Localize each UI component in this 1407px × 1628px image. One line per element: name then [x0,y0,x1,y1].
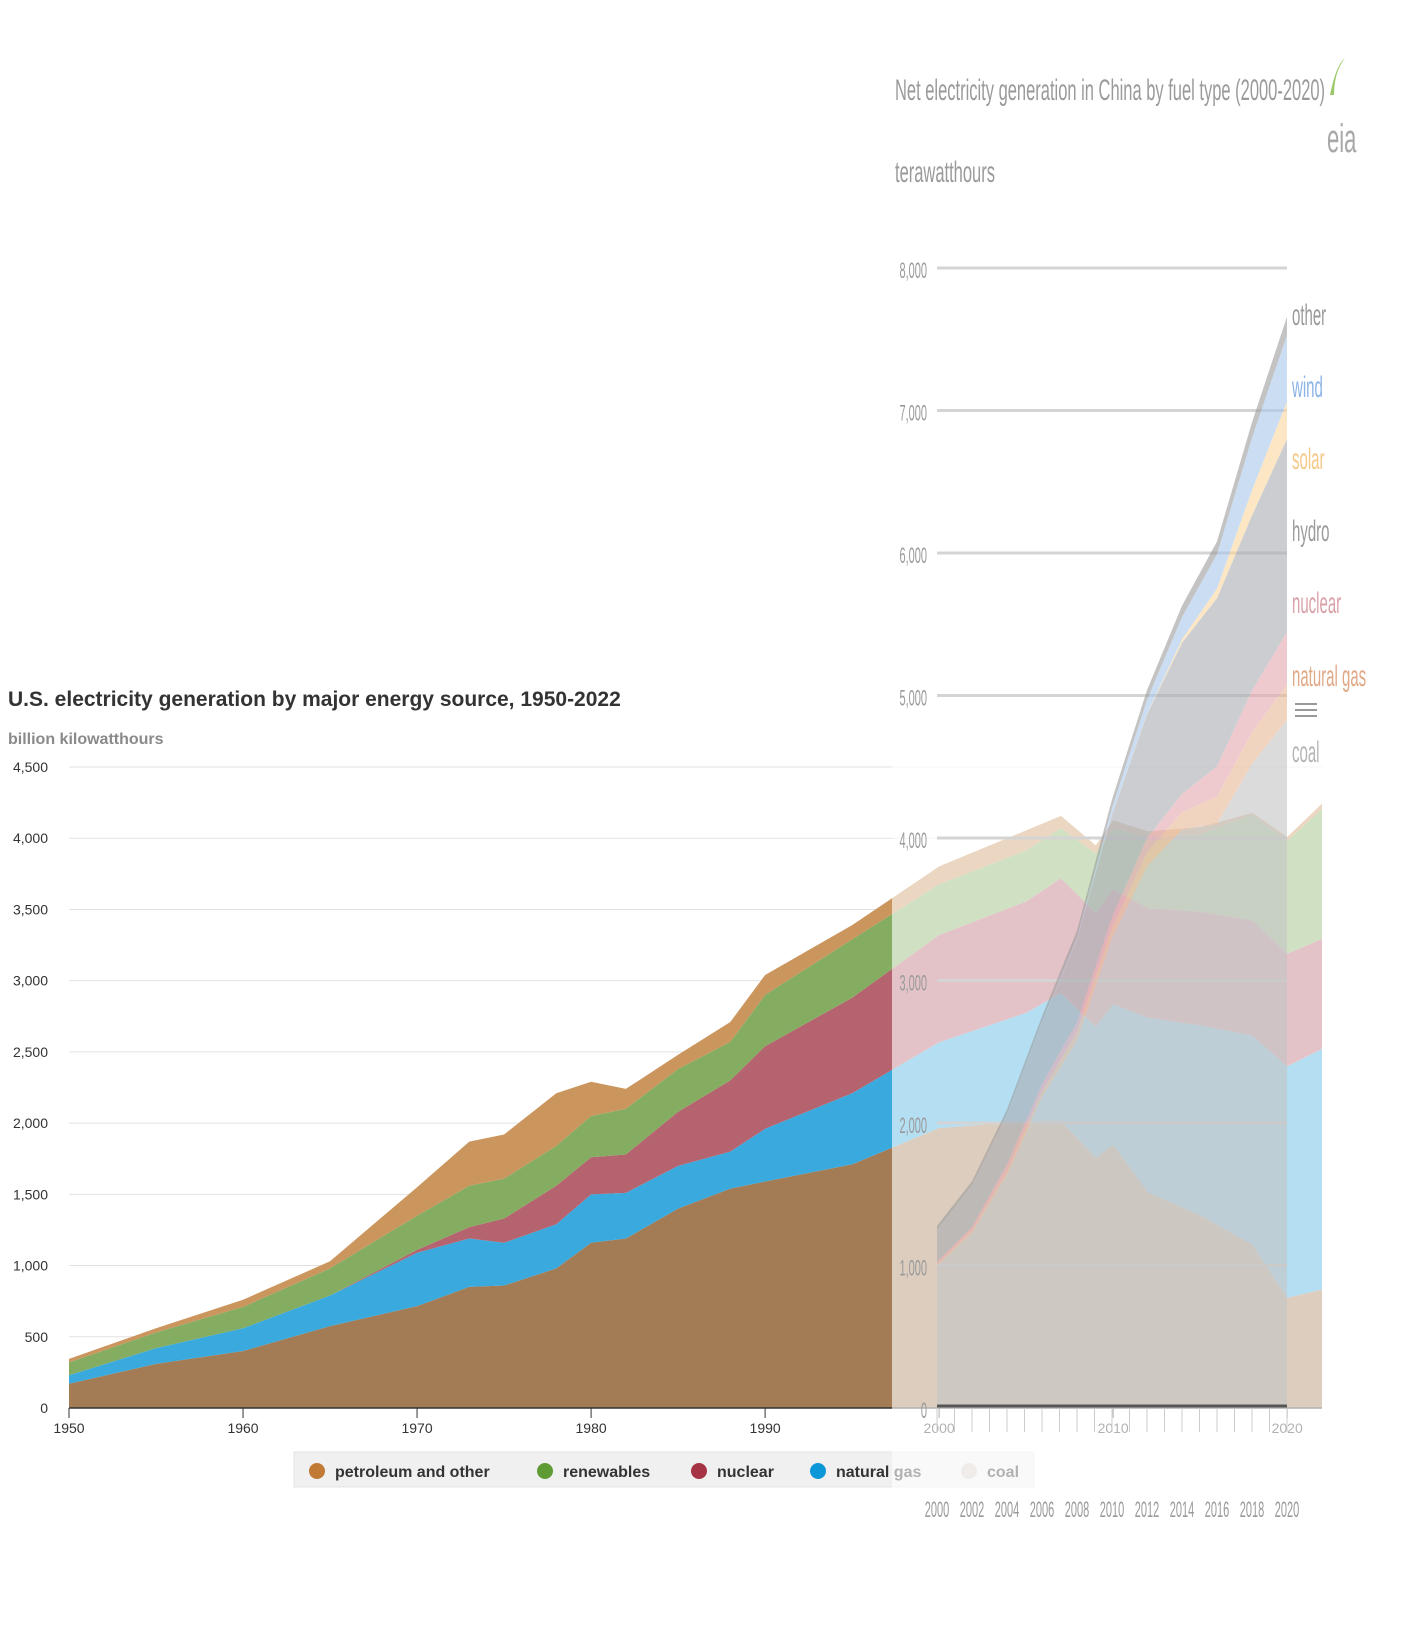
china-series-label: wind [1291,372,1322,405]
us-x-tick-label: 1970 [401,1420,432,1436]
china-chart-title: Net electricity generation in China by f… [895,74,1325,107]
china-y-tick-label: 3,000 [899,970,927,995]
china-y-tick-label: 4,000 [899,828,927,853]
china-x-tick-label: 2000 [925,1497,949,1522]
us-chart-title: U.S. electricity generation by major ene… [8,688,621,711]
china-x-tick-label: 2004 [995,1497,1020,1522]
china-x-tick-label: 2008 [1065,1497,1089,1522]
legend-label: petroleum and other [335,1464,490,1481]
china-area-nuclear [937,631,1287,1265]
eia-logo: eia [1327,58,1356,161]
legend-marker-icon [691,1463,707,1479]
china-series-label: hydro [1292,516,1330,549]
china-y-tick-label: 6,000 [899,543,927,568]
us-y-tick-label: 1,500 [13,1186,48,1202]
us-area-petroleum-and-other [69,803,1322,1363]
us-area-renewables [69,808,1322,1376]
legend-item-nuclear[interactable]: nuclear [691,1463,774,1481]
china-series-label: nuclear [1292,588,1341,621]
us-x-tick-label: 1950 [53,1420,84,1436]
china-x-tick-label: 2010 [1100,1497,1124,1522]
china-y-tick-label: 1,000 [899,1255,927,1280]
china-x-ticks: 2000 2002 2004 2006 2008 2010 2012 2014 2016 2018… [925,1404,1299,1522]
china-y-tick-label: 5,000 [899,685,927,710]
china-x-tick-label: 2020 [1275,1497,1299,1522]
us-y-tick-label: 0 [40,1400,48,1416]
china-y-tick-label: 8,000 [899,258,927,283]
china-x-tick-label: 2012 [1135,1497,1159,1522]
us-y-ticks: 0 500 1,000 1,500 2,000 2,500 3,000 3,500 4,000 4… [13,759,48,1416]
us-chart-subtitle: billion kilowatthours [8,731,164,748]
china-area-series [937,316,1287,1408]
china-chart: Net electricity generation in China by f… [895,58,1366,1522]
legend-marker-icon [537,1463,553,1479]
china-x-tick-label: 2016 [1205,1497,1229,1522]
us-y-tick-label: 1,000 [13,1258,48,1274]
us-y-tick-label: 4,500 [13,759,48,775]
legend-label: renewables [563,1464,650,1481]
china-series-label: natural gas [1292,661,1366,694]
us-y-tick-label: 3,000 [13,973,48,989]
us-y-tick-label: 2,500 [13,1044,48,1060]
china-area-hydro [937,438,1287,1262]
legend-label: nuclear [717,1464,774,1481]
us-x-tick-label: 1990 [750,1420,781,1436]
us-y-tick-label: 2,000 [13,1115,48,1131]
legend-marker-icon [309,1463,325,1479]
china-series-labels: other wind solar hydro nuclear natural gas coa… [1291,300,1366,770]
china-x-tick-label: 2002 [960,1497,984,1522]
us-x-tick-label: 1980 [576,1420,607,1436]
china-menu-icon[interactable] [1295,703,1317,717]
legend-item-petroleum-and-other[interactable]: petroleum and other [309,1463,490,1481]
us-y-tick-label: 4,000 [13,830,48,846]
us-y-tick-label: 3,500 [13,901,48,917]
china-y-tick-label: 7,000 [899,400,927,425]
china-area-coal [937,719,1287,1408]
china-x-tick-label: 2014 [1170,1497,1195,1522]
china-y-ticks: 0 1,000 2,000 3,000 4,000 5,000 6,000 7,000 8,00… [899,258,927,1423]
china-y-tick-label: 2,000 [899,1113,927,1138]
eia-logo-leaf-icon [1330,58,1345,95]
china-series-label: other [1292,300,1326,333]
us-x-tick-label: 1960 [227,1420,258,1436]
china-x-tick-label: 2018 [1240,1497,1264,1522]
eia-logo-text: eia [1327,116,1356,161]
us-y-tick-label: 500 [25,1329,49,1345]
china-chart-subtitle: terawatthours [895,156,995,189]
china-series-label: coal [1292,737,1320,770]
china-series-label: solar [1292,444,1325,477]
china-area-natural-gas [937,684,1287,1266]
china-y-tick-label: 0 [921,1398,927,1423]
china-x-tick-label: 2006 [1030,1497,1054,1522]
legend-item-renewables[interactable]: renewables [537,1463,650,1481]
legend-marker-icon [810,1463,826,1479]
